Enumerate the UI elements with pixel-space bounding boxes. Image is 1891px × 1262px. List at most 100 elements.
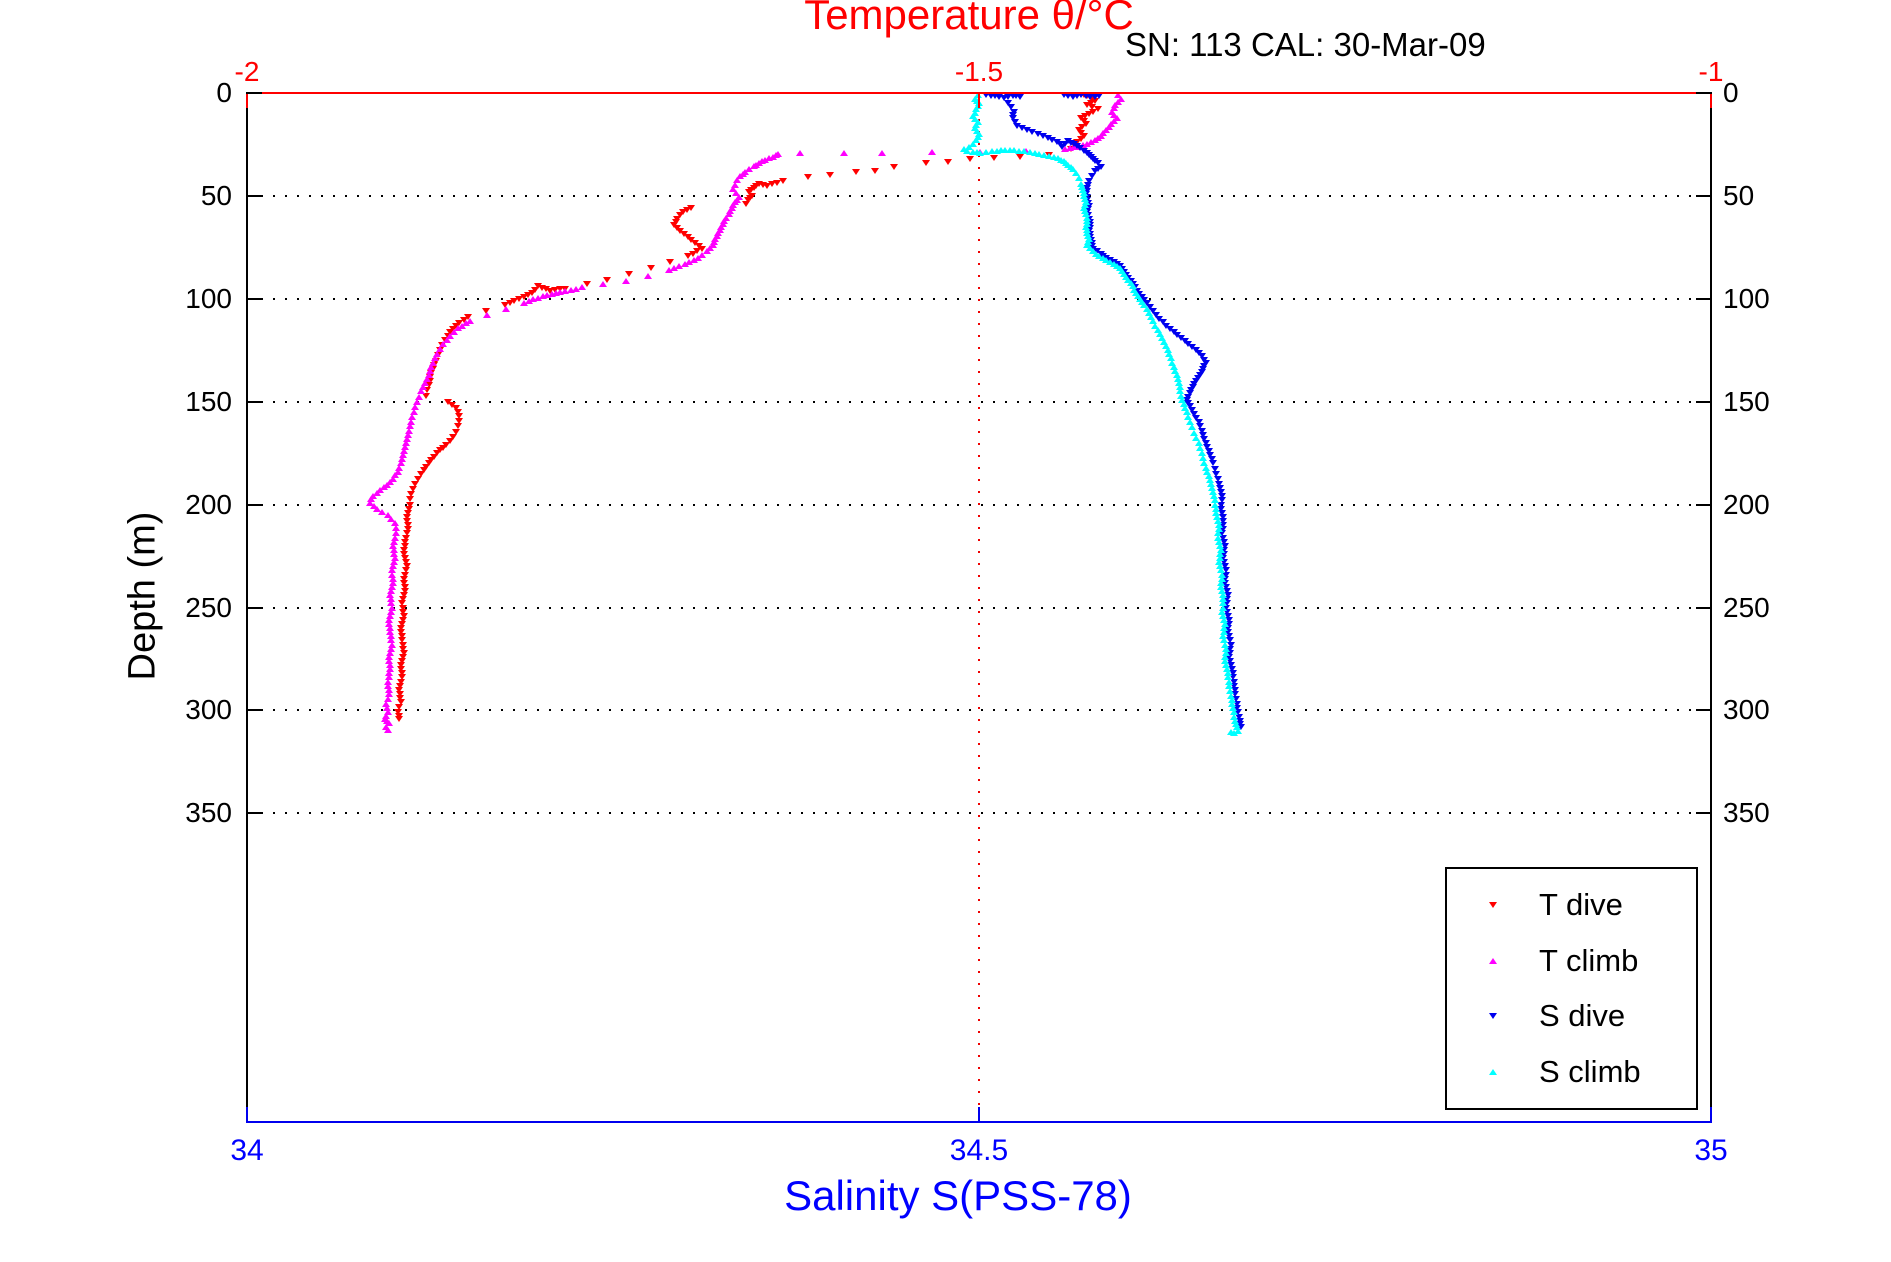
data-point-marker	[1084, 239, 1093, 246]
data-point-marker	[689, 256, 698, 263]
data-point-marker	[1226, 692, 1235, 699]
data-point-marker	[392, 530, 401, 537]
data-point-marker	[1076, 136, 1085, 143]
right-axis-tick	[1696, 92, 1710, 94]
data-point-marker	[749, 163, 758, 170]
data-point-marker	[547, 290, 556, 297]
data-point-marker	[1235, 717, 1244, 724]
data-point-marker	[1206, 452, 1215, 459]
data-point-marker	[390, 555, 399, 562]
data-point-marker	[971, 115, 980, 122]
right-axis-tick	[1696, 297, 1710, 300]
data-point-marker	[387, 567, 396, 574]
data-point-marker	[505, 299, 514, 306]
data-point-marker	[1229, 709, 1238, 716]
data-point-marker	[1226, 729, 1235, 735]
legend-item-t-dive: T dive	[1447, 877, 1696, 933]
data-point-marker	[1043, 135, 1052, 142]
data-point-marker	[445, 437, 454, 444]
t-climb-marker-icon	[1489, 957, 1497, 964]
data-point-marker	[393, 709, 402, 716]
data-point-marker	[1200, 362, 1209, 369]
data-point-marker	[1015, 153, 1024, 160]
data-point-marker	[454, 418, 463, 425]
data-point-marker	[1190, 381, 1199, 388]
data-point-marker	[402, 513, 411, 520]
legend-label: S climb	[1539, 1054, 1641, 1090]
data-point-marker	[519, 293, 528, 300]
top-axis-tick	[246, 94, 248, 108]
data-point-marker	[1208, 489, 1217, 496]
data-point-marker	[1228, 701, 1237, 708]
x-axis-label-salinity: Salinity S(PSS-78)	[784, 1172, 1132, 1219]
data-point-marker	[543, 292, 552, 299]
data-point-marker	[1079, 117, 1088, 124]
data-point-marker	[1213, 475, 1222, 482]
data-point-marker	[1087, 173, 1096, 180]
data-point-marker	[1059, 92, 1068, 99]
data-point-marker	[1071, 170, 1080, 177]
data-point-marker	[395, 686, 404, 693]
data-point-marker	[404, 526, 413, 533]
data-point-marker	[1188, 344, 1196, 351]
data-point-marker	[1126, 280, 1135, 287]
data-point-marker	[1204, 448, 1213, 455]
data-point-marker	[1169, 363, 1178, 370]
data-point-marker	[722, 214, 731, 221]
data-point-marker	[1138, 298, 1147, 305]
data-point-marker	[726, 208, 735, 215]
data-point-marker	[387, 641, 396, 648]
data-point-marker	[711, 236, 720, 243]
data-point-marker	[502, 306, 511, 313]
data-point-marker	[871, 168, 880, 175]
data-point-marker	[1192, 434, 1201, 441]
data-point-marker	[385, 612, 394, 619]
chart-title: Temperature θ/°C	[804, 0, 1134, 38]
data-point-marker	[1185, 419, 1194, 426]
data-point-marker	[1030, 149, 1039, 156]
data-point-marker	[1171, 367, 1180, 374]
data-point-marker	[1083, 141, 1092, 148]
data-point-marker	[715, 226, 724, 233]
data-point-marker	[878, 149, 887, 156]
data-point-marker	[1222, 588, 1231, 595]
data-point-marker	[1093, 159, 1102, 166]
data-point-marker	[1140, 301, 1149, 308]
data-point-marker	[390, 520, 399, 527]
data-point-marker	[976, 149, 985, 156]
data-point-marker	[1008, 114, 1017, 121]
data-point-marker	[402, 439, 411, 446]
data-point-marker	[1077, 114, 1086, 121]
data-point-marker	[972, 128, 981, 135]
data-point-marker	[1149, 318, 1158, 325]
data-point-marker	[1190, 429, 1199, 436]
data-point-marker	[399, 612, 408, 619]
data-point-marker	[1005, 147, 1014, 154]
data-point-marker	[524, 298, 533, 305]
data-point-marker	[383, 511, 392, 518]
left-axis-tick	[248, 812, 262, 815]
data-point-marker	[736, 173, 745, 180]
data-point-marker	[1216, 546, 1225, 553]
gridline-vertical	[978, 95, 980, 1120]
data-point-marker	[421, 380, 430, 387]
data-point-marker	[385, 649, 394, 656]
data-point-marker	[1119, 271, 1128, 278]
data-point-marker	[1217, 509, 1226, 516]
data-point-marker	[679, 209, 688, 216]
data-point-marker	[385, 620, 394, 627]
data-point-marker	[395, 715, 404, 722]
data-point-marker	[1184, 341, 1193, 348]
data-point-marker	[388, 571, 397, 578]
data-point-marker	[1093, 106, 1102, 113]
data-point-marker	[1220, 658, 1229, 664]
data-point-marker	[396, 699, 405, 706]
left-axis-tick	[248, 297, 262, 300]
data-point-marker	[399, 550, 408, 557]
data-point-marker	[1222, 666, 1231, 673]
data-point-marker	[388, 575, 397, 582]
data-point-marker	[1217, 579, 1226, 586]
t-dive-marker-icon	[1489, 901, 1497, 908]
data-point-marker	[1111, 102, 1120, 109]
data-point-marker	[388, 583, 397, 590]
